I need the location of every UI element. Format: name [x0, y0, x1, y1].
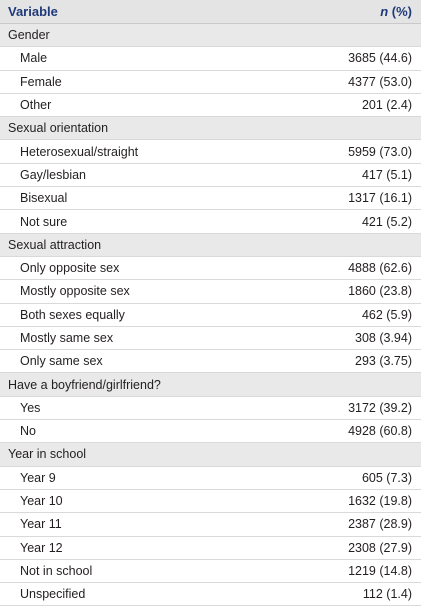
row-label: Year in school [8, 447, 87, 462]
table-category-row: Sexual attraction [0, 233, 421, 257]
row-label: No [20, 424, 36, 439]
row-label: Have a boyfriend/girlfriend? [8, 377, 161, 392]
table-row: Year 12 2308 (27.9) [0, 536, 421, 560]
table-row: Only same sex 293 (3.75) [0, 350, 421, 374]
header-pct: (%) [388, 4, 412, 19]
table-row: Not sure 421 (5.2) [0, 210, 421, 234]
row-value: 112 (1.4) [362, 587, 412, 602]
table-row: Heterosexual/straight 5959 (73.0) [0, 140, 421, 164]
row-value: 421 (5.2) [361, 214, 412, 229]
table-row: Gay/lesbian 417 (5.1) [0, 163, 421, 188]
row-value: 1219 (14.8) [348, 563, 412, 578]
table-row: Both sexes equally 462 (5.9) [0, 303, 421, 327]
table-category-row: Sexual orientation [0, 117, 421, 141]
row-label: Female [20, 74, 62, 89]
row-label: Bisexual [20, 191, 68, 206]
table-header: Variable n (%) [0, 0, 421, 24]
row-label: Not sure [20, 214, 68, 229]
row-value: 417 (5.1) [361, 167, 412, 182]
row-label: Heterosexual/straight [20, 144, 139, 159]
table-row: Year 9 605 (7.3) [0, 466, 421, 490]
row-value: 3172 (39.2) [348, 400, 412, 415]
row-label: Sexual orientation [8, 121, 109, 136]
table-row: Bisexual 1317 (16.1) [0, 187, 421, 211]
row-value: 605 (7.3) [361, 470, 412, 485]
row-label: Mostly same sex [20, 331, 114, 345]
table-category-row: Year in school [0, 443, 421, 467]
row-value: 4928 (60.8) [348, 424, 412, 439]
row-label: Sexual attraction [8, 237, 102, 252]
row-value: 4377 (53.0) [348, 74, 412, 89]
row-value: 1317 (16.1) [348, 191, 412, 206]
row-label: Year 9 [20, 470, 56, 485]
row-value: 3685 (44.6) [348, 51, 412, 66]
table-body: Gender Male 3685 (44.6) Female 4377 (53.0) Ot… [0, 24, 421, 607]
row-value: 4888 (62.6) [348, 261, 412, 276]
row-label: Year 10 [20, 494, 63, 509]
table-category-row: Have a boyfriend/girlfriend? [0, 373, 421, 397]
row-label: Year 11 [20, 517, 62, 532]
row-value: 5959 (73.0) [348, 144, 412, 159]
table-row: Not in school 1219 (14.8) [0, 559, 421, 584]
row-label: Yes [20, 400, 41, 415]
row-label: Both sexes equally [20, 307, 125, 322]
table-row: Mostly opposite sex 1860 (23.8) [0, 280, 421, 304]
table-row: Year 11 2387 (28.9) [0, 513, 421, 537]
table-row: Year 10 1632 (19.8) [0, 489, 421, 514]
row-label: Year 12 [20, 540, 63, 555]
table-row: Unspecified 112 (1.4) [0, 583, 421, 607]
header-variable: Variable [8, 4, 58, 19]
table-row: Mostly same sex 308 (3.94) [0, 326, 421, 351]
row-label: Not in school [20, 563, 93, 578]
header-n: n [380, 4, 389, 19]
row-label: Unspecified [20, 587, 86, 602]
row-value: 293 (3.75) [355, 354, 412, 369]
table-row: Yes 3172 (39.2) [0, 396, 421, 421]
row-value: 2308 (27.9) [348, 540, 412, 555]
row-value: 1860 (23.8) [348, 284, 412, 299]
row-label: Mostly opposite sex [20, 284, 130, 299]
table-row: Only opposite sex 4888 (62.6) [0, 256, 421, 281]
row-label: Male [20, 51, 48, 66]
row-value: 462 (5.9) [361, 307, 412, 322]
row-value: 1632 (19.8) [348, 494, 412, 509]
row-label: Only same sex [20, 354, 103, 369]
header-n-percent: n (%) [380, 4, 412, 19]
row-value: 201 (2.4) [361, 98, 412, 113]
row-label: Gender [8, 28, 50, 43]
row-value: 308 (3.94) [355, 331, 412, 345]
table-row: Male 3685 (44.6) [0, 47, 421, 71]
table-category-row: Gender [0, 24, 421, 48]
table-row: Other 201 (2.4) [0, 93, 421, 118]
row-label: Other [20, 98, 52, 113]
table-row: Female 4377 (53.0) [0, 70, 421, 94]
row-label: Only opposite sex [20, 261, 120, 276]
row-value: 2387 (28.9) [348, 517, 412, 532]
row-label: Gay/lesbian [20, 167, 87, 182]
table-row: No 4928 (60.8) [0, 420, 421, 444]
